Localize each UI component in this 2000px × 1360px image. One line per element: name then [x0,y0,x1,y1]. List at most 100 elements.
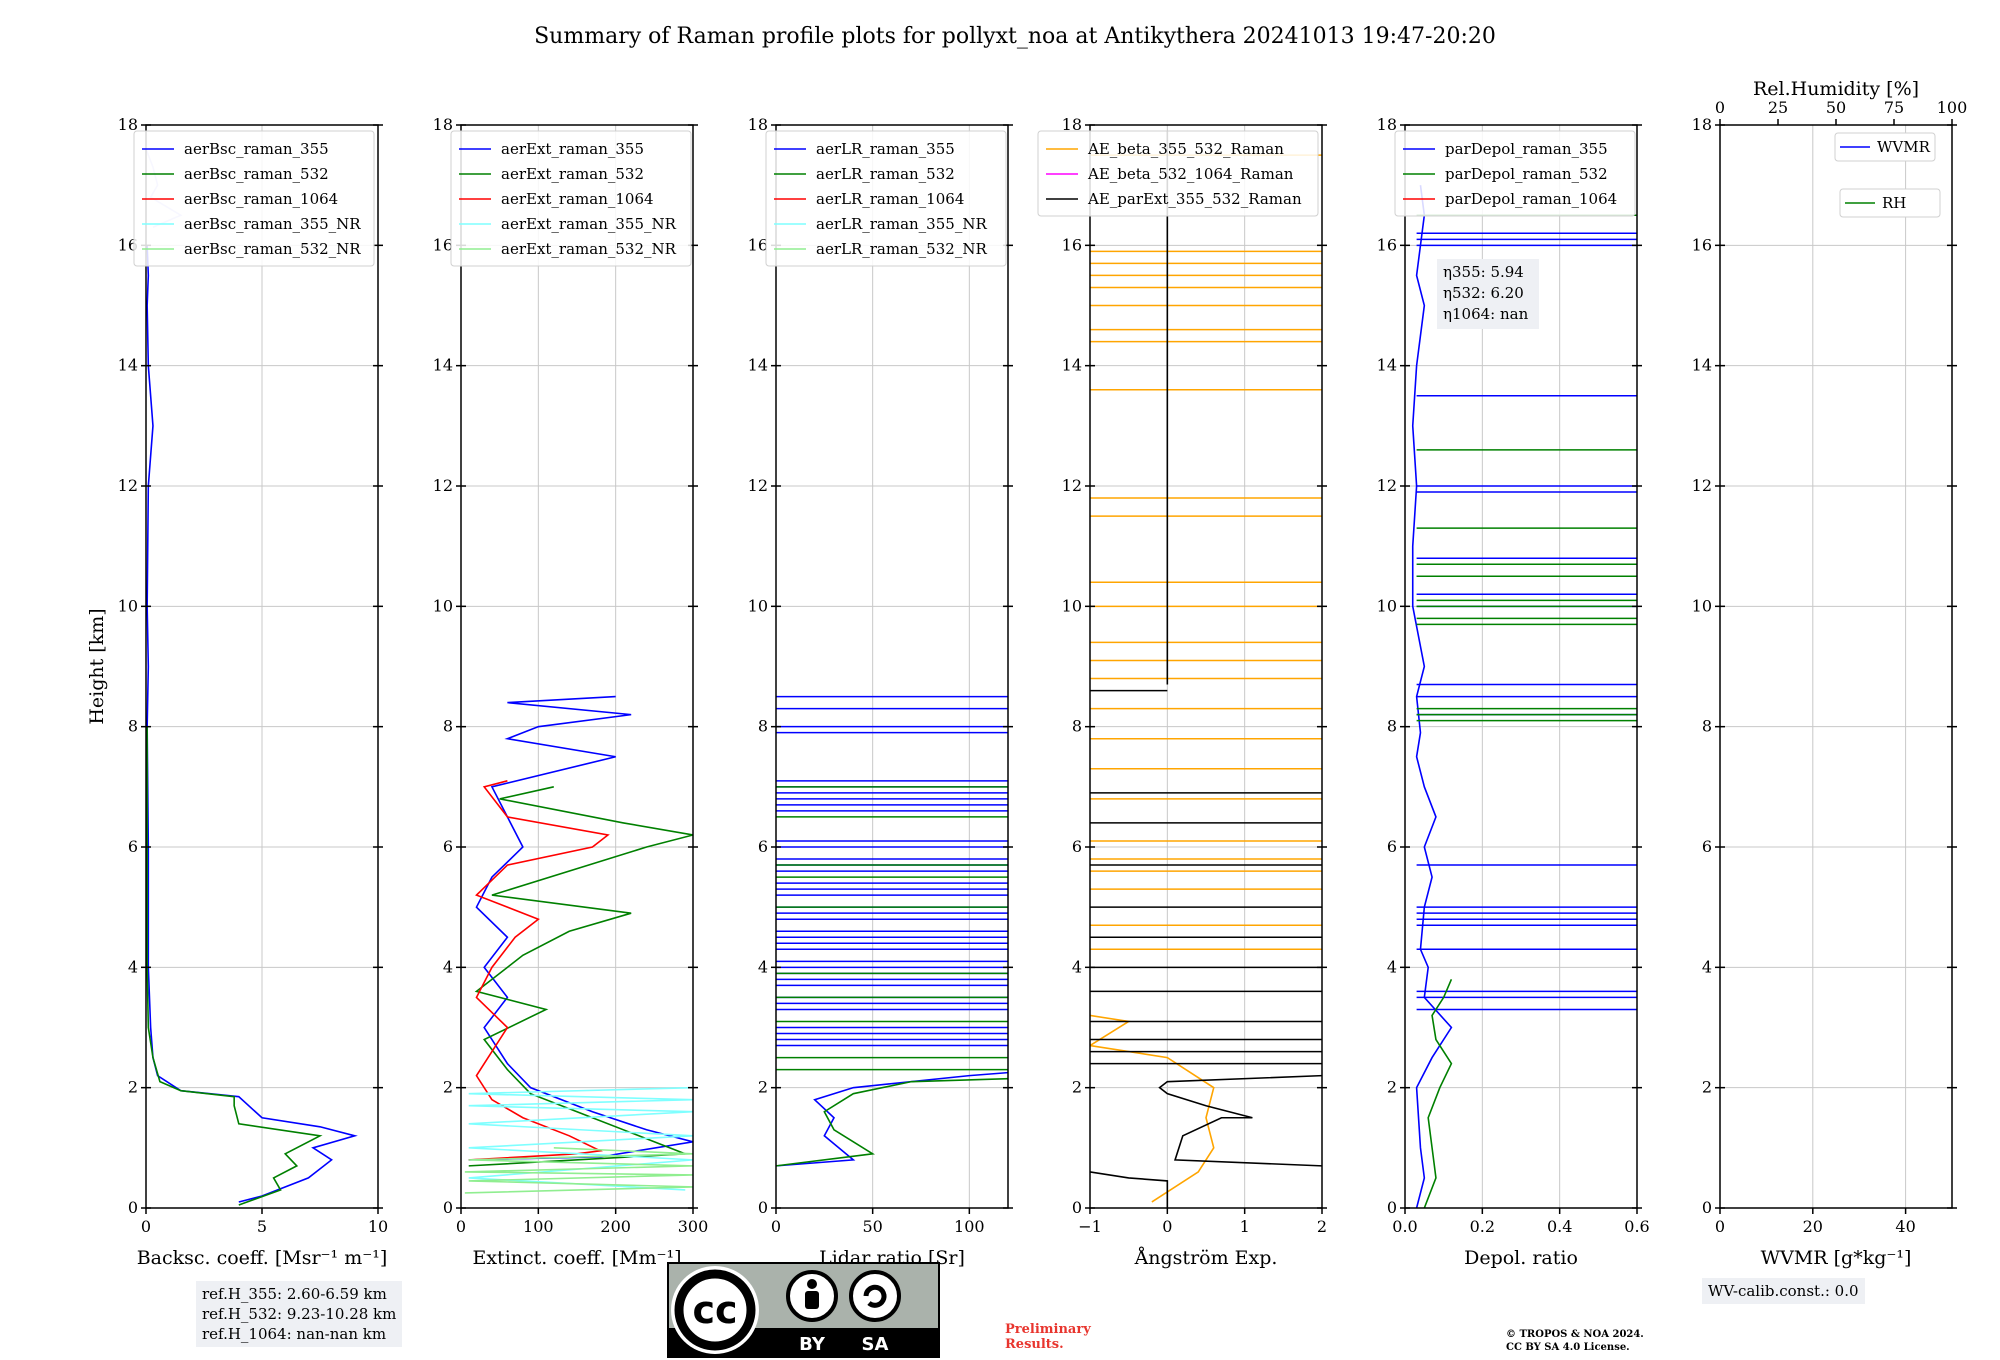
legend-box [765,130,1007,267]
panel-5: 0 2 4 6 8 10 12 14 16 18 0.0 0.2 0.4 0.6 Depol. ratio p… [1377,115,1650,1269]
legend-box [450,130,692,267]
y-tick-label: 16 [748,235,768,254]
legend-label: aerBsc_raman_532_NR [184,240,361,258]
y-tick-label: 10 [1377,596,1397,615]
x-axis-label: Extinct. coeff. [Mm⁻¹] [472,1247,681,1269]
y-tick-label: 16 [1377,235,1397,254]
y-tick-label: 8 [1072,717,1082,736]
x2-tick-label: 25 [1768,98,1788,117]
annotation-text: η355: 5.94 [1443,263,1524,281]
x-tick-label: 1 [1240,1217,1250,1236]
y-tick-label: 14 [118,356,138,375]
y-tick-label: 0 [128,1198,138,1217]
preliminary-note: Preliminary Results. [1005,1322,1091,1352]
y-tick-label: 2 [758,1078,768,1097]
y-tick-label: 16 [1692,235,1712,254]
y-tick-label: 6 [443,837,453,856]
y-tick-label: 14 [1062,356,1082,375]
series-aerLR_raman_532 [776,1077,1008,1167]
y-tick-label: 16 [118,235,138,254]
y-tick-label: 6 [128,837,138,856]
data-layer [776,695,1008,1167]
y-tick-label: 2 [128,1078,138,1097]
y-tick-label: 8 [1387,717,1397,736]
axes-frame [1719,124,1953,1209]
annotation-text: η532: 6.20 [1443,284,1524,302]
legend-label: aerBsc_raman_1064 [184,190,338,208]
legend-box [1834,132,1936,162]
x-tick-label: 100 [954,1217,985,1236]
ref-h-1064: ref.H_1064: nan-nan km [202,1325,387,1343]
series-AE_parExt_355_532_Raman-lower [1158,1074,1322,1167]
legend-label: AE_beta_355_532_Raman [1087,140,1284,158]
y-tick-label: 6 [1072,837,1082,856]
y-tick-label: 10 [1692,596,1712,615]
annotation-text: η1064: nan [1443,305,1529,323]
legend-box [1839,188,1941,218]
y-tick-label: 12 [433,476,453,495]
x-axis-label: WVMR [g*kg⁻¹] [1761,1247,1912,1269]
x-tick-label: 20 [1803,1217,1823,1236]
y-tick-label: 18 [1062,115,1082,134]
y-tick-label: 4 [443,957,453,976]
series-parDepol_raman_532 [1423,979,1453,1208]
legend-label: aerLR_raman_355 [816,140,955,158]
y-tick-label: 2 [1072,1078,1082,1097]
x2-tick-label: 50 [1826,98,1846,117]
series-AE_beta_355_532_Raman [1090,1014,1215,1203]
x-axis-label: Depol. ratio [1464,1247,1578,1269]
y-tick-label: 0 [1387,1198,1397,1217]
series-aerExt_raman_532_NR [464,1147,693,1194]
x-axis-label: Backsc. coeff. [Msr⁻¹ m⁻¹] [137,1247,388,1269]
data-layer [1090,131,1322,1208]
y-tick-label: 14 [1692,356,1712,375]
y-tick-label: 12 [118,476,138,495]
figure-title: Summary of Raman profile plots for polly… [534,24,1496,49]
reference-height-box: ref.H_355: 2.60-6.59 km ref.H_532: 9.23-… [196,1281,403,1347]
x-tick-label: 0 [771,1217,781,1236]
cc-logo-text: cc [692,1288,737,1332]
x-tick-label: 5 [257,1217,267,1236]
legend-label: aerBsc_raman_355 [184,140,329,158]
sa-label: SA [862,1334,889,1355]
x-tick-label: 10 [368,1217,388,1236]
y-tick-label: 2 [1702,1078,1712,1097]
x-tick-label: 300 [678,1217,709,1236]
series-aerBsc_raman_355 [146,245,358,1203]
legend-label: WVMR [1877,138,1931,156]
wv-calib-text: WV-calib.const.: 0.0 [1708,1282,1859,1300]
x2-tick-label: 75 [1884,98,1904,117]
y-tick-label: 18 [1377,115,1397,134]
copyright-note: © TROPOS & NOA 2024. CC BY SA 4.0 Licens… [1506,1329,1644,1353]
x-tick-label: 50 [862,1217,882,1236]
x-tick-label: 0.6 [1624,1217,1649,1236]
data-layer [464,695,693,1194]
annotation-box [1437,259,1539,329]
legend-label: parDepol_raman_1064 [1445,190,1617,208]
y-tick-label: 14 [433,356,453,375]
axes-frame [1089,124,1323,1209]
legend-label: aerExt_raman_1064 [501,190,654,208]
y-tick-label: 6 [1387,837,1397,856]
wv-calib-box: WV-calib.const.: 0.0 [1702,1278,1865,1304]
x-tick-label: 0 [456,1217,466,1236]
x-tick-label: 0.0 [1392,1217,1417,1236]
x-tick-label: −1 [1078,1217,1102,1236]
cc-by-sa-logo: cc BY SA [667,1262,940,1358]
x-tick-label: 2 [1317,1217,1327,1236]
legend-label: aerExt_raman_355 [501,140,644,158]
legend-label: aerLR_raman_355_NR [816,215,987,233]
x2-tick-label: 0 [1715,98,1725,117]
y-tick-label: 0 [1072,1198,1082,1217]
series-parDepol_raman_355 [1411,185,1453,1208]
y-tick-label: 4 [128,957,138,976]
y-tick-label: 8 [1702,717,1712,736]
series-aerExt_raman_355_NR [468,1086,693,1191]
y-tick-label: 18 [748,115,768,134]
y-tick-label: 8 [758,717,768,736]
legend-box [1394,130,1636,217]
by-label: BY [799,1334,826,1355]
